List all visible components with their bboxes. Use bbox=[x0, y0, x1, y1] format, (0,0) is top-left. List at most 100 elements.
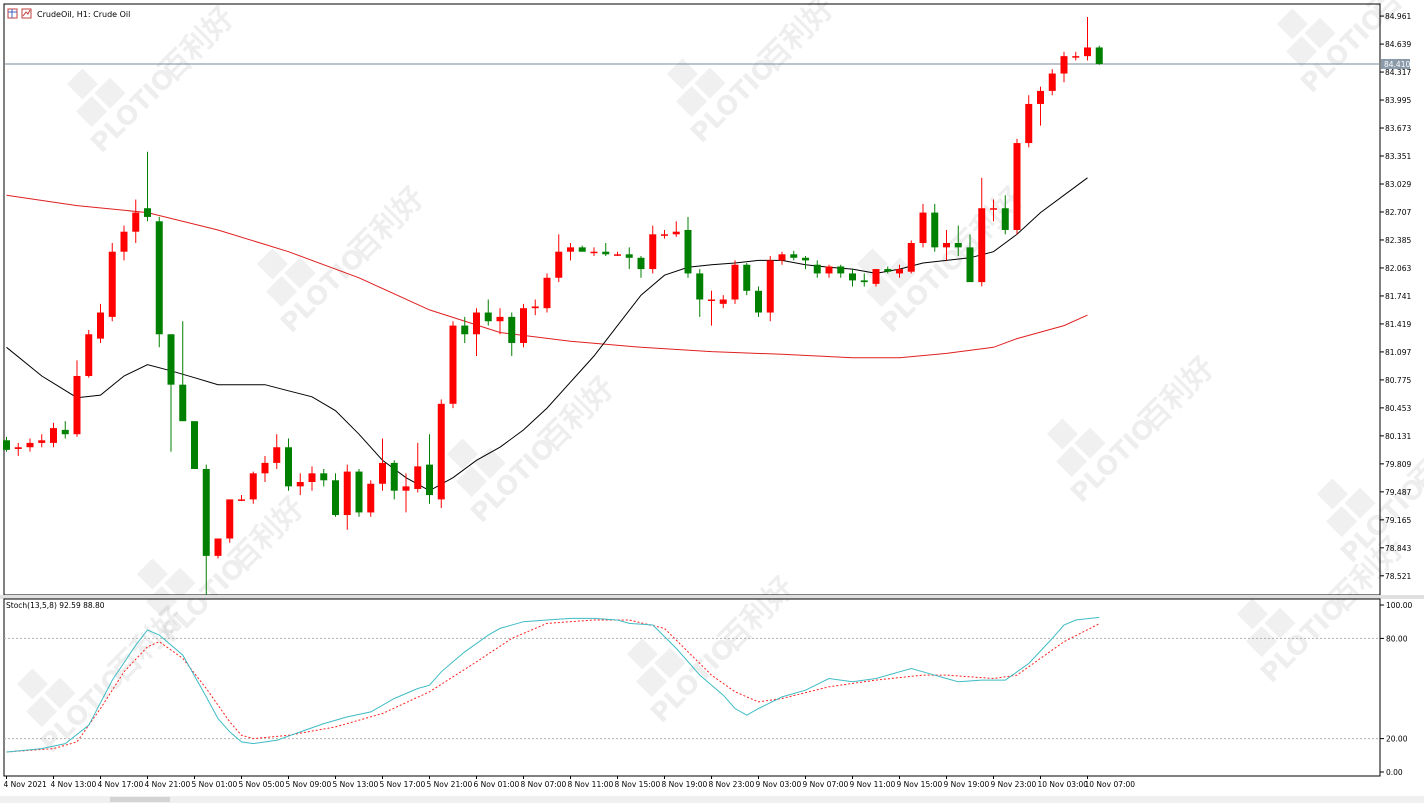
candle bbox=[144, 151, 151, 222]
candle bbox=[590, 247, 598, 257]
candle bbox=[1001, 195, 1009, 235]
candle bbox=[954, 225, 962, 257]
candle bbox=[179, 321, 187, 422]
candle-body bbox=[1001, 208, 1009, 230]
candle bbox=[73, 360, 81, 437]
candle-body bbox=[954, 243, 962, 248]
candle bbox=[202, 464, 210, 595]
scrollbar-thumb[interactable] bbox=[110, 797, 170, 802]
candle bbox=[543, 273, 551, 313]
candle-body bbox=[226, 499, 234, 539]
candle-body bbox=[461, 325, 469, 335]
candle-body bbox=[966, 247, 974, 283]
candle-body bbox=[578, 247, 586, 252]
chart-header: CrudeOil, H1: Crude Oil bbox=[7, 8, 130, 19]
candle bbox=[1072, 51, 1080, 61]
candle bbox=[896, 264, 903, 278]
candle bbox=[273, 434, 281, 469]
ma-slow-series bbox=[6, 194, 1088, 359]
candle bbox=[1060, 51, 1068, 83]
candle bbox=[496, 308, 504, 335]
candle bbox=[120, 225, 128, 261]
time-tick-label: 5 Nov 17:00 bbox=[380, 780, 426, 789]
candle-body bbox=[766, 260, 774, 313]
candle bbox=[766, 256, 774, 322]
candle-body bbox=[473, 312, 480, 335]
candle-body bbox=[860, 280, 868, 283]
watermark-logo-block bbox=[76, 95, 108, 128]
candle-body bbox=[296, 482, 304, 487]
candle-body bbox=[719, 299, 727, 304]
candle bbox=[14, 442, 22, 456]
time-tick-label: 9 Nov 23:00 bbox=[991, 780, 1037, 789]
candle-body bbox=[790, 254, 798, 258]
price-tick-label: 81.419 bbox=[1385, 320, 1411, 329]
price-tick-label: 84.961 bbox=[1385, 12, 1411, 21]
candle-body bbox=[778, 254, 786, 261]
candle-body bbox=[355, 471, 363, 513]
candle-body bbox=[484, 312, 492, 322]
price-tick-label: 78.521 bbox=[1385, 572, 1411, 581]
time-tick-label: 9 Nov 15:00 bbox=[897, 780, 943, 789]
candle-body bbox=[708, 299, 715, 301]
candle-body bbox=[437, 403, 445, 500]
panel-separator[interactable] bbox=[0, 595, 1424, 599]
candle-body bbox=[696, 273, 704, 300]
candle-body bbox=[1060, 56, 1068, 74]
candle bbox=[132, 199, 140, 244]
candle bbox=[367, 480, 375, 517]
symbol-label: CrudeOil, H1: Crude Oil bbox=[37, 10, 130, 19]
candle bbox=[931, 203, 939, 252]
main-price-panel: 84.961 84.639 84.317 83.995 83.673 83.351 83.0… bbox=[3, 3, 1411, 596]
candle bbox=[778, 251, 786, 265]
stoch-indicator-label: Stoch(13,5,8) 92.59 88.80 bbox=[6, 601, 105, 610]
time-tick-label: 4 Nov 17:00 bbox=[98, 780, 144, 789]
candle-body bbox=[813, 264, 821, 274]
candle-body bbox=[1048, 73, 1056, 91]
candle-body bbox=[26, 442, 34, 448]
candle bbox=[802, 256, 809, 270]
candle bbox=[743, 262, 751, 296]
candle bbox=[191, 421, 198, 469]
candle bbox=[508, 312, 516, 356]
candle bbox=[978, 177, 986, 287]
candle-body bbox=[743, 264, 751, 291]
stoch-series bbox=[6, 616, 1100, 753]
chart-mini-icon[interactable] bbox=[21, 8, 32, 19]
candle-body bbox=[590, 251, 598, 254]
price-tag-text: 84.410 bbox=[1384, 60, 1410, 69]
candle bbox=[249, 471, 257, 504]
candle bbox=[167, 334, 175, 452]
bottom-scrollbar[interactable] bbox=[0, 796, 1424, 803]
time-tick-label: 8 Nov 07:00 bbox=[521, 780, 567, 789]
candle-body bbox=[1037, 90, 1044, 104]
candle-body bbox=[449, 325, 457, 404]
time-tick-label: 9 Nov 03:00 bbox=[756, 780, 802, 789]
time-axis: 4 Nov 2021 4 Nov 13:00 4 Nov 17:00 4 Nov 21… bbox=[4, 776, 1135, 789]
candle bbox=[473, 308, 480, 356]
time-tick-label: 10 Nov 03:00 bbox=[1038, 780, 1089, 789]
candle bbox=[1048, 69, 1056, 96]
candle-body bbox=[672, 231, 680, 235]
candle-body bbox=[14, 447, 22, 449]
candle bbox=[578, 245, 586, 252]
candle bbox=[907, 240, 915, 274]
candle-body bbox=[379, 462, 386, 484]
candle-body bbox=[520, 308, 527, 343]
price-tick-label: 80.131 bbox=[1385, 432, 1411, 441]
candle bbox=[296, 473, 304, 496]
candle-body bbox=[97, 312, 104, 339]
candle bbox=[1095, 45, 1103, 65]
candle bbox=[461, 316, 469, 343]
candle bbox=[649, 225, 657, 274]
candle bbox=[731, 260, 739, 304]
candle bbox=[85, 329, 93, 378]
candle bbox=[1037, 86, 1044, 126]
candle-body bbox=[85, 334, 93, 376]
candle bbox=[261, 455, 269, 483]
candle-body bbox=[402, 486, 410, 491]
candle-body bbox=[50, 428, 57, 443]
candle-body bbox=[320, 473, 328, 481]
candle bbox=[813, 260, 821, 278]
